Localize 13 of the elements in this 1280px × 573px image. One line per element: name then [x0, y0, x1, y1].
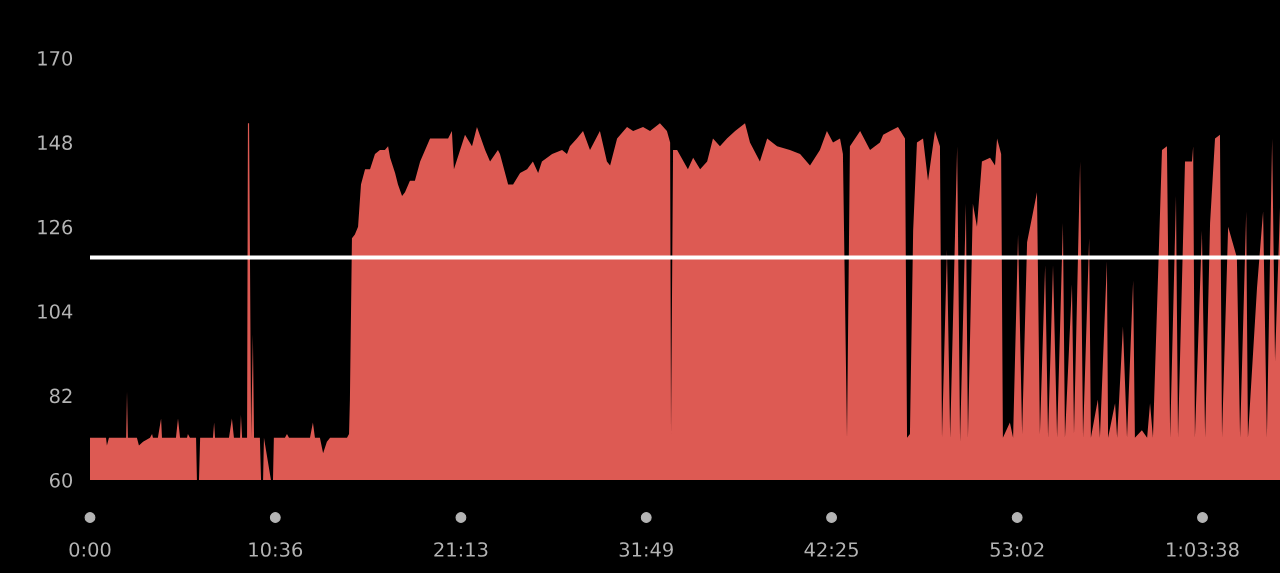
- x-tick-label: 53:02: [990, 542, 1044, 557]
- x-tick-label: 31:49: [619, 542, 673, 557]
- x-tick-label: 21:13: [434, 542, 488, 557]
- x-tick-label: 42:25: [804, 542, 858, 557]
- x-tick-label: 10:36: [249, 542, 303, 557]
- x-tick-label: 1:03:38: [1167, 542, 1239, 557]
- y-tick-label: 126: [38, 219, 73, 235]
- y-tick-label: 104: [38, 304, 73, 319]
- y-tick-label: 60: [49, 472, 73, 488]
- y-tick-label: 148: [38, 135, 72, 151]
- x-tick-label: 0:00: [69, 542, 111, 557]
- y-tick-label: 170: [38, 50, 73, 66]
- y-tick-label: 82: [49, 388, 72, 404]
